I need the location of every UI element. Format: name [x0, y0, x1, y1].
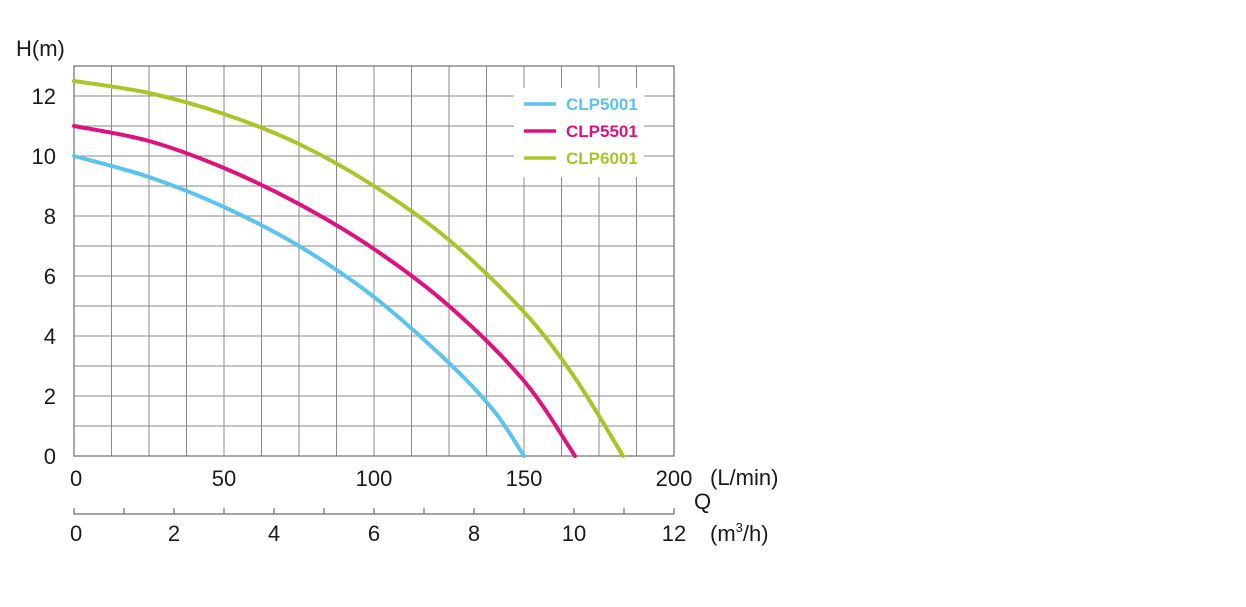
y-tick-label: 12	[32, 84, 56, 109]
y-tick-label: 0	[44, 444, 56, 469]
x-tick-label: 100	[356, 466, 393, 491]
series-line-clp5501	[72, 124, 577, 458]
legend-entry: CLP6001	[566, 149, 638, 168]
x-axis-unit: (L/min)	[710, 465, 778, 490]
x2-tick-label: 8	[468, 521, 480, 546]
y-tick-label: 10	[32, 144, 56, 169]
secondary-x-axis: 0 2 4 6 8 10 12	[70, 508, 686, 546]
x-tick-label: 50	[212, 466, 236, 491]
x2-tick-label: 10	[562, 521, 586, 546]
series-line-clp6001	[72, 79, 625, 458]
x2-tick-label: 4	[268, 521, 280, 546]
y-tick-label: 8	[44, 204, 56, 229]
curves	[72, 79, 625, 458]
x-axis-label: Q	[694, 489, 711, 514]
x2-unit-sup: 3	[736, 520, 743, 535]
series-line-clp5001	[72, 154, 526, 458]
x-tick-label: 150	[506, 466, 543, 491]
x-tick-label: 200	[656, 466, 693, 491]
x-axis-secondary-unit: (m3/h)	[710, 520, 769, 546]
legend-entry: CLP5501	[566, 122, 638, 141]
x-tick-labels: 0 50 100 150 200	[70, 466, 692, 491]
y-tick-labels: 0 2 4 6 8 10 12	[32, 84, 56, 469]
x2-tick-label: 0	[70, 521, 82, 546]
x2-tick-label: 6	[368, 521, 380, 546]
x2-tick-label: 12	[662, 521, 686, 546]
x2-tick-label: 2	[168, 521, 180, 546]
x2-unit-prefix: (m	[710, 521, 736, 546]
legend: CLP5001 CLP5501 CLP6001	[514, 88, 644, 177]
x-tick-label: 0	[70, 466, 82, 491]
legend-entry: CLP5001	[566, 95, 638, 114]
y-tick-label: 4	[44, 324, 56, 349]
y-tick-label: 6	[44, 264, 56, 289]
y-axis-label: H(m)	[16, 36, 65, 61]
plot-frame	[73, 65, 675, 457]
y-tick-label: 2	[44, 384, 56, 409]
x2-unit-suffix: /h)	[743, 521, 769, 546]
